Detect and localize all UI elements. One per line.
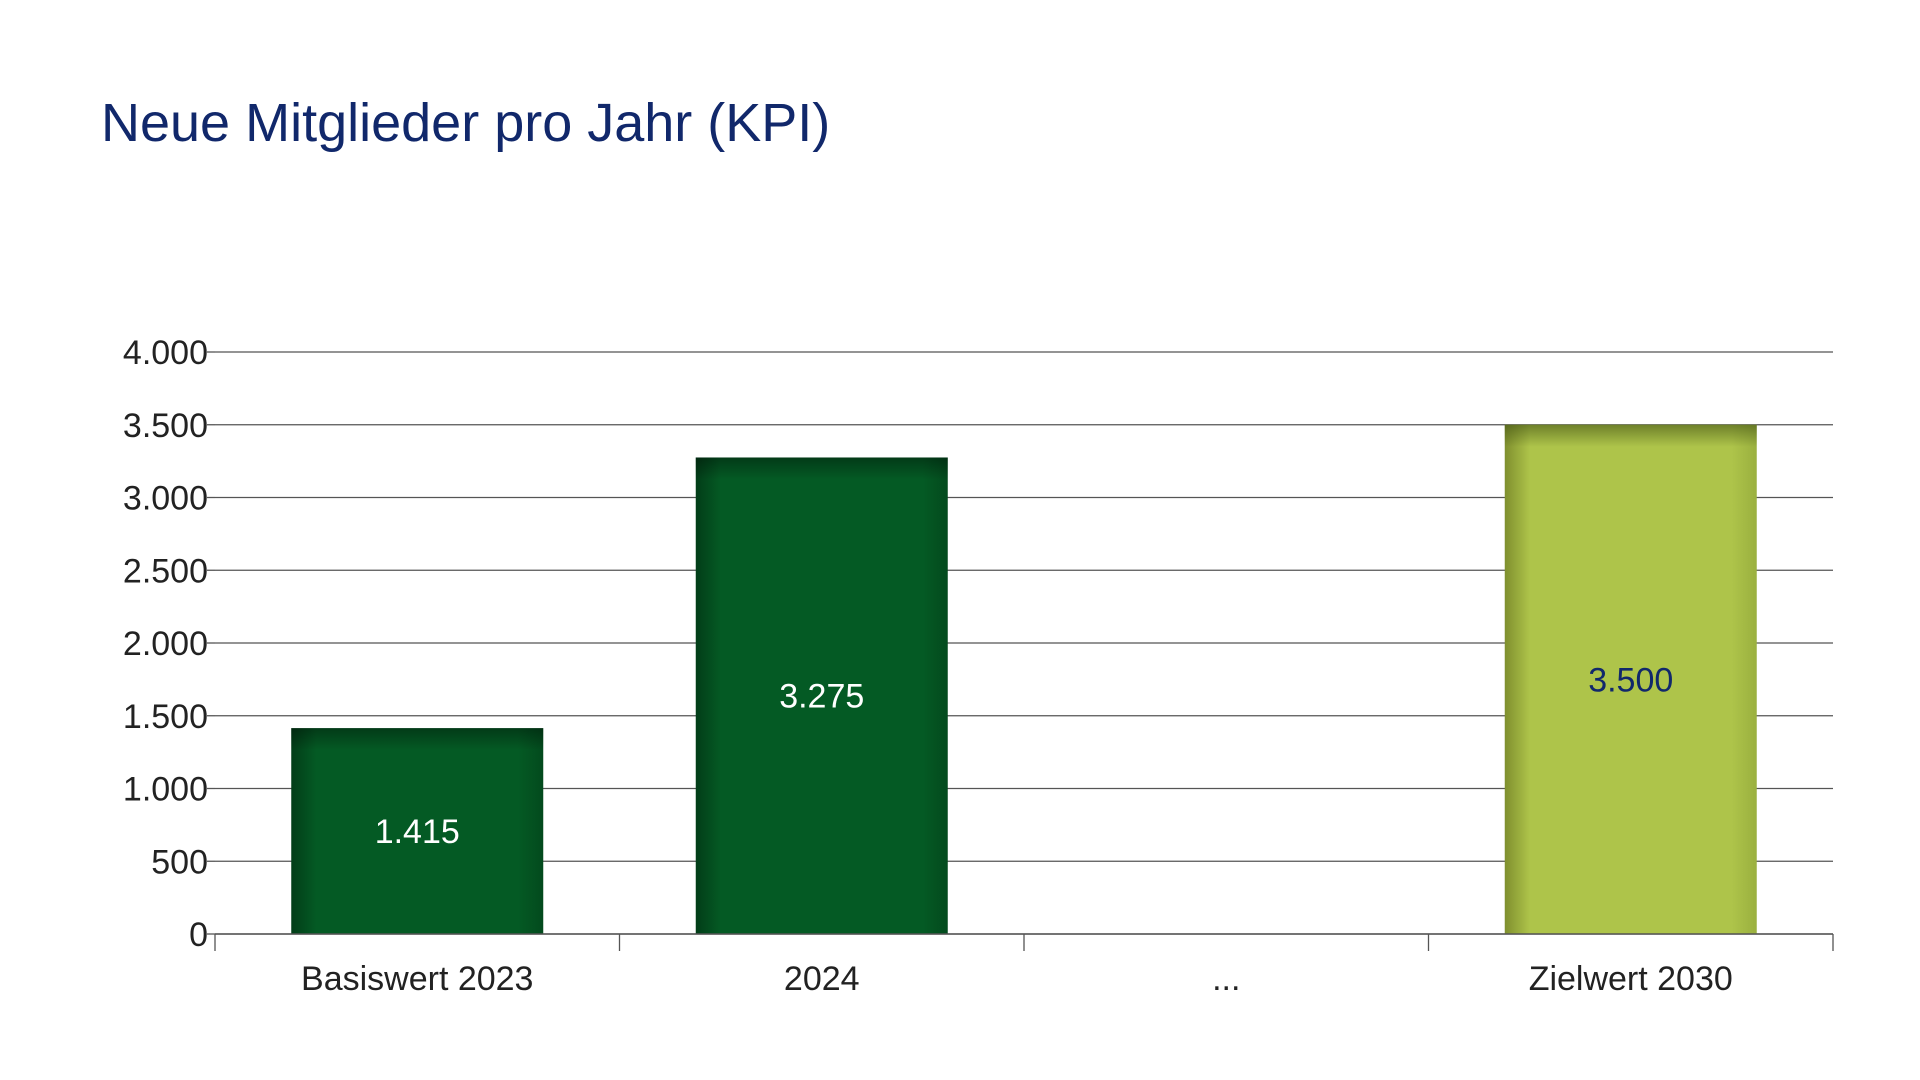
x-category-label: 2024 (784, 960, 860, 998)
x-category-label: ... (1212, 960, 1240, 998)
y-tick-label: 3.000 (123, 480, 208, 518)
bar (1504, 424, 1757, 934)
data-label: 3.500 (1588, 661, 1673, 699)
bar (291, 728, 544, 934)
y-tick-label: 2.500 (123, 552, 208, 590)
y-tick-label: 0 (189, 916, 208, 954)
bar-top-shade (291, 728, 544, 751)
bar-top-shade (695, 457, 948, 480)
y-tick-label: 3.500 (123, 407, 208, 445)
y-tick-label: 1.000 (123, 771, 208, 809)
bar (695, 457, 948, 934)
data-label: 1.415 (375, 813, 460, 851)
y-tick-label: 4.000 (123, 334, 208, 372)
chart-title: Neue Mitglieder pro Jahr (KPI) (101, 93, 831, 153)
data-label: 3.275 (779, 678, 864, 716)
y-tick-label: 2.000 (123, 625, 208, 663)
x-category-label: Zielwert 2030 (1529, 960, 1733, 998)
y-tick-label: 500 (151, 843, 208, 881)
bar-top-shade (1504, 424, 1757, 447)
y-tick-label: 1.500 (123, 698, 208, 736)
x-category-label: Basiswert 2023 (301, 960, 533, 998)
